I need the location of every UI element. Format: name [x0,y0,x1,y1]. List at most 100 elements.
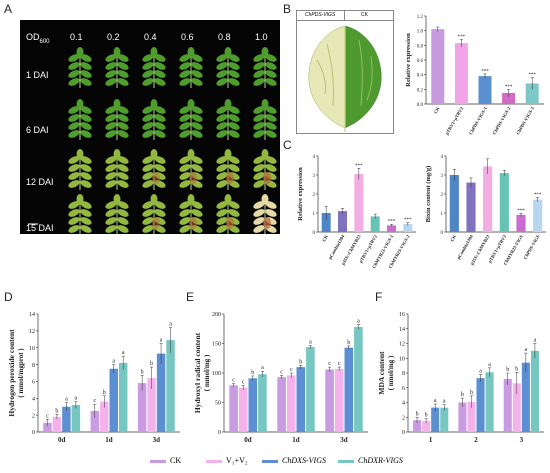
significance-letter: c [232,378,235,384]
leaf-image [179,149,203,190]
y-tick-label: 4 [313,155,316,160]
bar [118,362,128,432]
significance-letter: b [416,411,419,417]
y-tick-label: 12 [399,342,405,348]
y-tick-label: 2 [441,193,444,198]
panel-label-f: F [375,290,383,304]
y-tick-label: 0.0 [417,103,424,108]
od-value: 1.0 [255,32,268,42]
significance-letter: b [425,413,428,419]
significance-letter: b [55,408,58,414]
leaf-image [68,149,92,190]
significance-mark: *** [481,69,489,74]
pds-leaf-photo: ChPDS-VIGS CK [296,10,394,134]
leaf-image [253,99,277,140]
bar [43,422,52,432]
bar [109,368,118,432]
leaf-image [179,194,203,234]
y-tick-label: 1.2 [417,15,424,20]
significance-letter: c [328,361,331,367]
legend-swatch [150,460,166,463]
bar [483,166,493,232]
significance-mark: *** [458,35,466,40]
bar [499,173,509,232]
significance-letter: c [280,369,283,375]
bar [516,214,526,232]
bar [466,182,476,232]
y-tick-label: 100 [212,371,221,377]
bar [286,375,296,432]
category-label: 0d [244,436,252,444]
leaf-image [68,47,92,88]
bar [325,369,334,432]
y-tick-label: 14 [29,312,35,318]
leaf-image [179,99,203,140]
bar [354,326,363,432]
category-label: 2 [474,436,478,444]
significance-letter: a [357,319,360,325]
od-value: 0.1 [70,32,83,42]
y-tick-label: 0 [402,430,405,436]
bar [422,420,431,432]
significance-letter: b [103,390,106,396]
significance-letter: c [242,379,245,385]
leaf-image [179,47,203,88]
photo-label-right: CK [361,12,368,18]
bar [467,401,476,432]
bar [334,368,344,432]
significance-mark: *** [388,220,396,225]
category-label: 1d [292,436,300,444]
y-tick-label: 3 [441,174,444,179]
significance-letter: c [338,361,341,367]
significance-mark: *** [534,193,542,198]
y-tick-label: 0 [218,430,221,436]
y-axis-label: Relative expression [297,167,304,221]
bar [502,93,516,104]
y-axis-label: MDA content [377,351,386,395]
significance-letter: a [479,368,482,374]
row-label: 15 DAI [26,223,54,233]
bar [344,347,354,432]
bar [62,406,71,432]
y-tick-label: 8 [402,371,405,377]
significance-letter: a [443,399,446,405]
significance-letter: c [93,398,96,404]
od-value: 0.2 [107,32,120,42]
panel-label-c: C [283,138,292,152]
bar [478,76,492,104]
y-tick-label: 8 [32,363,35,369]
category-label: ChPDS-VIGS [523,234,541,261]
legend: CK V₁+V₂ ChDXS-VIGS ChDXR-VIGS [150,456,450,470]
bar [525,83,539,104]
panel-label-b: B [283,2,292,16]
od-value: 0.4 [144,32,157,42]
y-tick-label: 6 [32,380,35,386]
bar [147,378,156,432]
significance-letter: b [141,370,144,376]
significance-letter: a [169,321,172,327]
category-label: pCambia1304 [327,233,345,260]
chart-e-hydroxyl-radical: 0 50 100 150 200 Hydroxyl radical content( mm… [193,312,368,444]
y-tick-label: 2 [313,193,316,198]
leaf-grid-svg [28,47,277,234]
category-label: ChPDS-VIGS-1 [468,105,488,135]
y-tick-label: 2 [32,413,35,419]
y-tick-label: 0 [313,231,316,236]
significance-letter: b [461,392,464,398]
significance-letter: b [347,340,350,346]
significance-mark: *** [355,164,363,169]
legend-swatch [338,460,354,463]
significance-letter: b [515,366,518,372]
bar [503,378,512,432]
legend-label: V₁+V₂ [226,456,248,465]
category-label: pCambia1304 [456,233,474,260]
y-tick-label: 3 [313,174,316,179]
leaf-image [253,194,277,234]
leaf-image [105,149,129,190]
significance-mark: *** [404,218,412,223]
bar [449,175,459,232]
category-label: 1d [105,436,113,444]
bar [338,211,347,232]
significance-letter: a [261,365,264,371]
